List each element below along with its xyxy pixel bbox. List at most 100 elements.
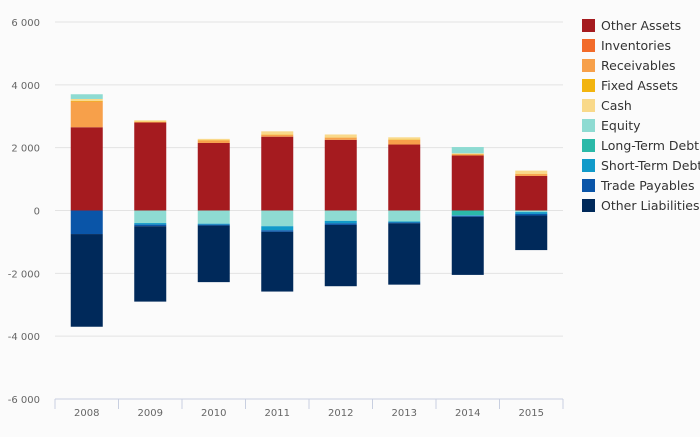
y-tick-label: 2 000 (11, 144, 40, 155)
bar-segment-receivables (325, 138, 357, 140)
bar-segment-cash (134, 120, 166, 121)
y-tick-label: -2 000 (8, 269, 40, 280)
x-tick-label: 2015 (519, 408, 544, 419)
bar-segment-equity (261, 211, 293, 227)
chart-plot: 6 000 4 000 2 000 0 -2 000 -4 000 -6 000 2008 20… (0, 0, 575, 433)
x-tick-label: 2011 (265, 408, 290, 419)
legend-swatch (582, 59, 595, 72)
bar-segment-trade-payables (71, 211, 103, 235)
bar-segment-trade-payables (515, 214, 547, 216)
bar-segment-other-assets (515, 176, 547, 211)
legend-label: Trade Payables (601, 178, 695, 193)
bar-segment-other-assets (261, 137, 293, 211)
bar-segment-other-assets (198, 143, 230, 211)
bar-segment-other-liabilities (134, 226, 166, 301)
bar-segment-cash (388, 137, 420, 139)
y-tick-label: 0 (34, 207, 40, 218)
y-tick-label: 4 000 (11, 81, 40, 92)
bar-segment-other-assets (71, 127, 103, 210)
bar-segment-short-term-debt (515, 212, 547, 214)
bar-segment-other-liabilities (515, 216, 547, 251)
bar-segment-trade-payables (325, 223, 357, 225)
chart-legend: Other Assets Inventories Receivables Fixed … (582, 15, 700, 215)
bar-segment-trade-payables (198, 225, 230, 226)
bar-segment-equity (198, 211, 230, 224)
bar-segment-equity (325, 211, 357, 221)
legend-item: Fixed Assets (582, 75, 700, 95)
legend-swatch (582, 179, 595, 192)
bar-segment-other-liabilities (261, 232, 293, 292)
bar-segment-short-term-debt (198, 224, 230, 225)
x-tick-label: 2013 (392, 408, 417, 419)
bar-segment-other-liabilities (71, 234, 103, 327)
x-tick-label: 2012 (328, 408, 353, 419)
legend-swatch (582, 199, 595, 212)
bar-segment-receivables (134, 122, 166, 123)
legend-label: Inventories (601, 38, 671, 53)
bar-segment-short-term-debt (325, 221, 357, 224)
bar-segment-equity (452, 147, 484, 153)
bar-segment-short-term-debt (261, 226, 293, 230)
bar-segment-cash (325, 134, 357, 137)
legend-item: Receivables (582, 55, 700, 75)
legend-item: Equity (582, 115, 700, 135)
x-tick-label: 2014 (455, 408, 480, 419)
bar-segment-cash (515, 171, 547, 174)
bar-segment-other-assets (325, 140, 357, 211)
bar-segment-equity (388, 211, 420, 222)
legend-swatch (582, 159, 595, 172)
legend-swatch (582, 119, 595, 132)
legend-label: Cash (601, 98, 632, 113)
bar-segment-receivables (515, 174, 547, 176)
legend-label: Other Liabilities (601, 198, 700, 213)
legend-label: Fixed Assets (601, 78, 678, 93)
legend-label: Receivables (601, 58, 676, 73)
bar-segment-short-term-debt (388, 221, 420, 222)
bar-segment-other-assets (134, 123, 166, 211)
bar-segment-receivables (388, 140, 420, 145)
bar-segment-equity (71, 94, 103, 99)
bar-segment-short-term-debt (452, 215, 484, 216)
bar-segment-cash (452, 153, 484, 154)
x-tick-label: 2008 (74, 408, 99, 419)
bar-segment-other-liabilities (325, 225, 357, 286)
bar-segment-trade-payables (388, 222, 420, 223)
legend-swatch (582, 39, 595, 52)
bar-segment-other-assets (388, 145, 420, 211)
bar-segment-long-term-debt (452, 211, 484, 216)
legend-item: Short-Term Debt (582, 155, 700, 175)
y-tick-label: -6 000 (8, 395, 40, 406)
bar-segment-cash (261, 131, 293, 134)
legend-label: Equity (601, 118, 641, 133)
legend-swatch (582, 79, 595, 92)
legend-swatch (582, 139, 595, 152)
x-tick-label: 2010 (201, 408, 226, 419)
bar-segment-other-assets (452, 156, 484, 211)
bar-segment-receivables (261, 135, 293, 137)
y-tick-label: -4 000 (8, 332, 40, 343)
x-tick-label: 2009 (138, 408, 163, 419)
legend-label: Short-Term Debt (601, 158, 700, 173)
legend-item: Cash (582, 95, 700, 115)
bar-segment-short-term-debt (134, 223, 166, 225)
legend-item: Long-Term Debt (582, 135, 700, 155)
bar-segment-trade-payables (452, 216, 484, 217)
legend-item: Other Assets (582, 15, 700, 35)
legend-label: Other Assets (601, 18, 681, 33)
y-tick-label: 6 000 (11, 18, 40, 29)
bar-segment-equity (134, 211, 166, 224)
bar-segment-other-liabilities (452, 217, 484, 275)
bar-segment-equity (515, 211, 547, 213)
bar-segment-other-liabilities (388, 223, 420, 284)
bar-segment-cash (198, 139, 230, 140)
legend-swatch (582, 99, 595, 112)
bar-segment-receivables (198, 140, 230, 143)
bar-segment-trade-payables (261, 230, 293, 232)
legend-item: Trade Payables (582, 175, 700, 195)
bar-segment-fixed-assets (71, 101, 103, 102)
bar-segment-cash (71, 99, 103, 101)
bar-segment-receivables (71, 101, 103, 127)
legend-item: Inventories (582, 35, 700, 55)
legend-label: Long-Term Debt (601, 138, 699, 153)
